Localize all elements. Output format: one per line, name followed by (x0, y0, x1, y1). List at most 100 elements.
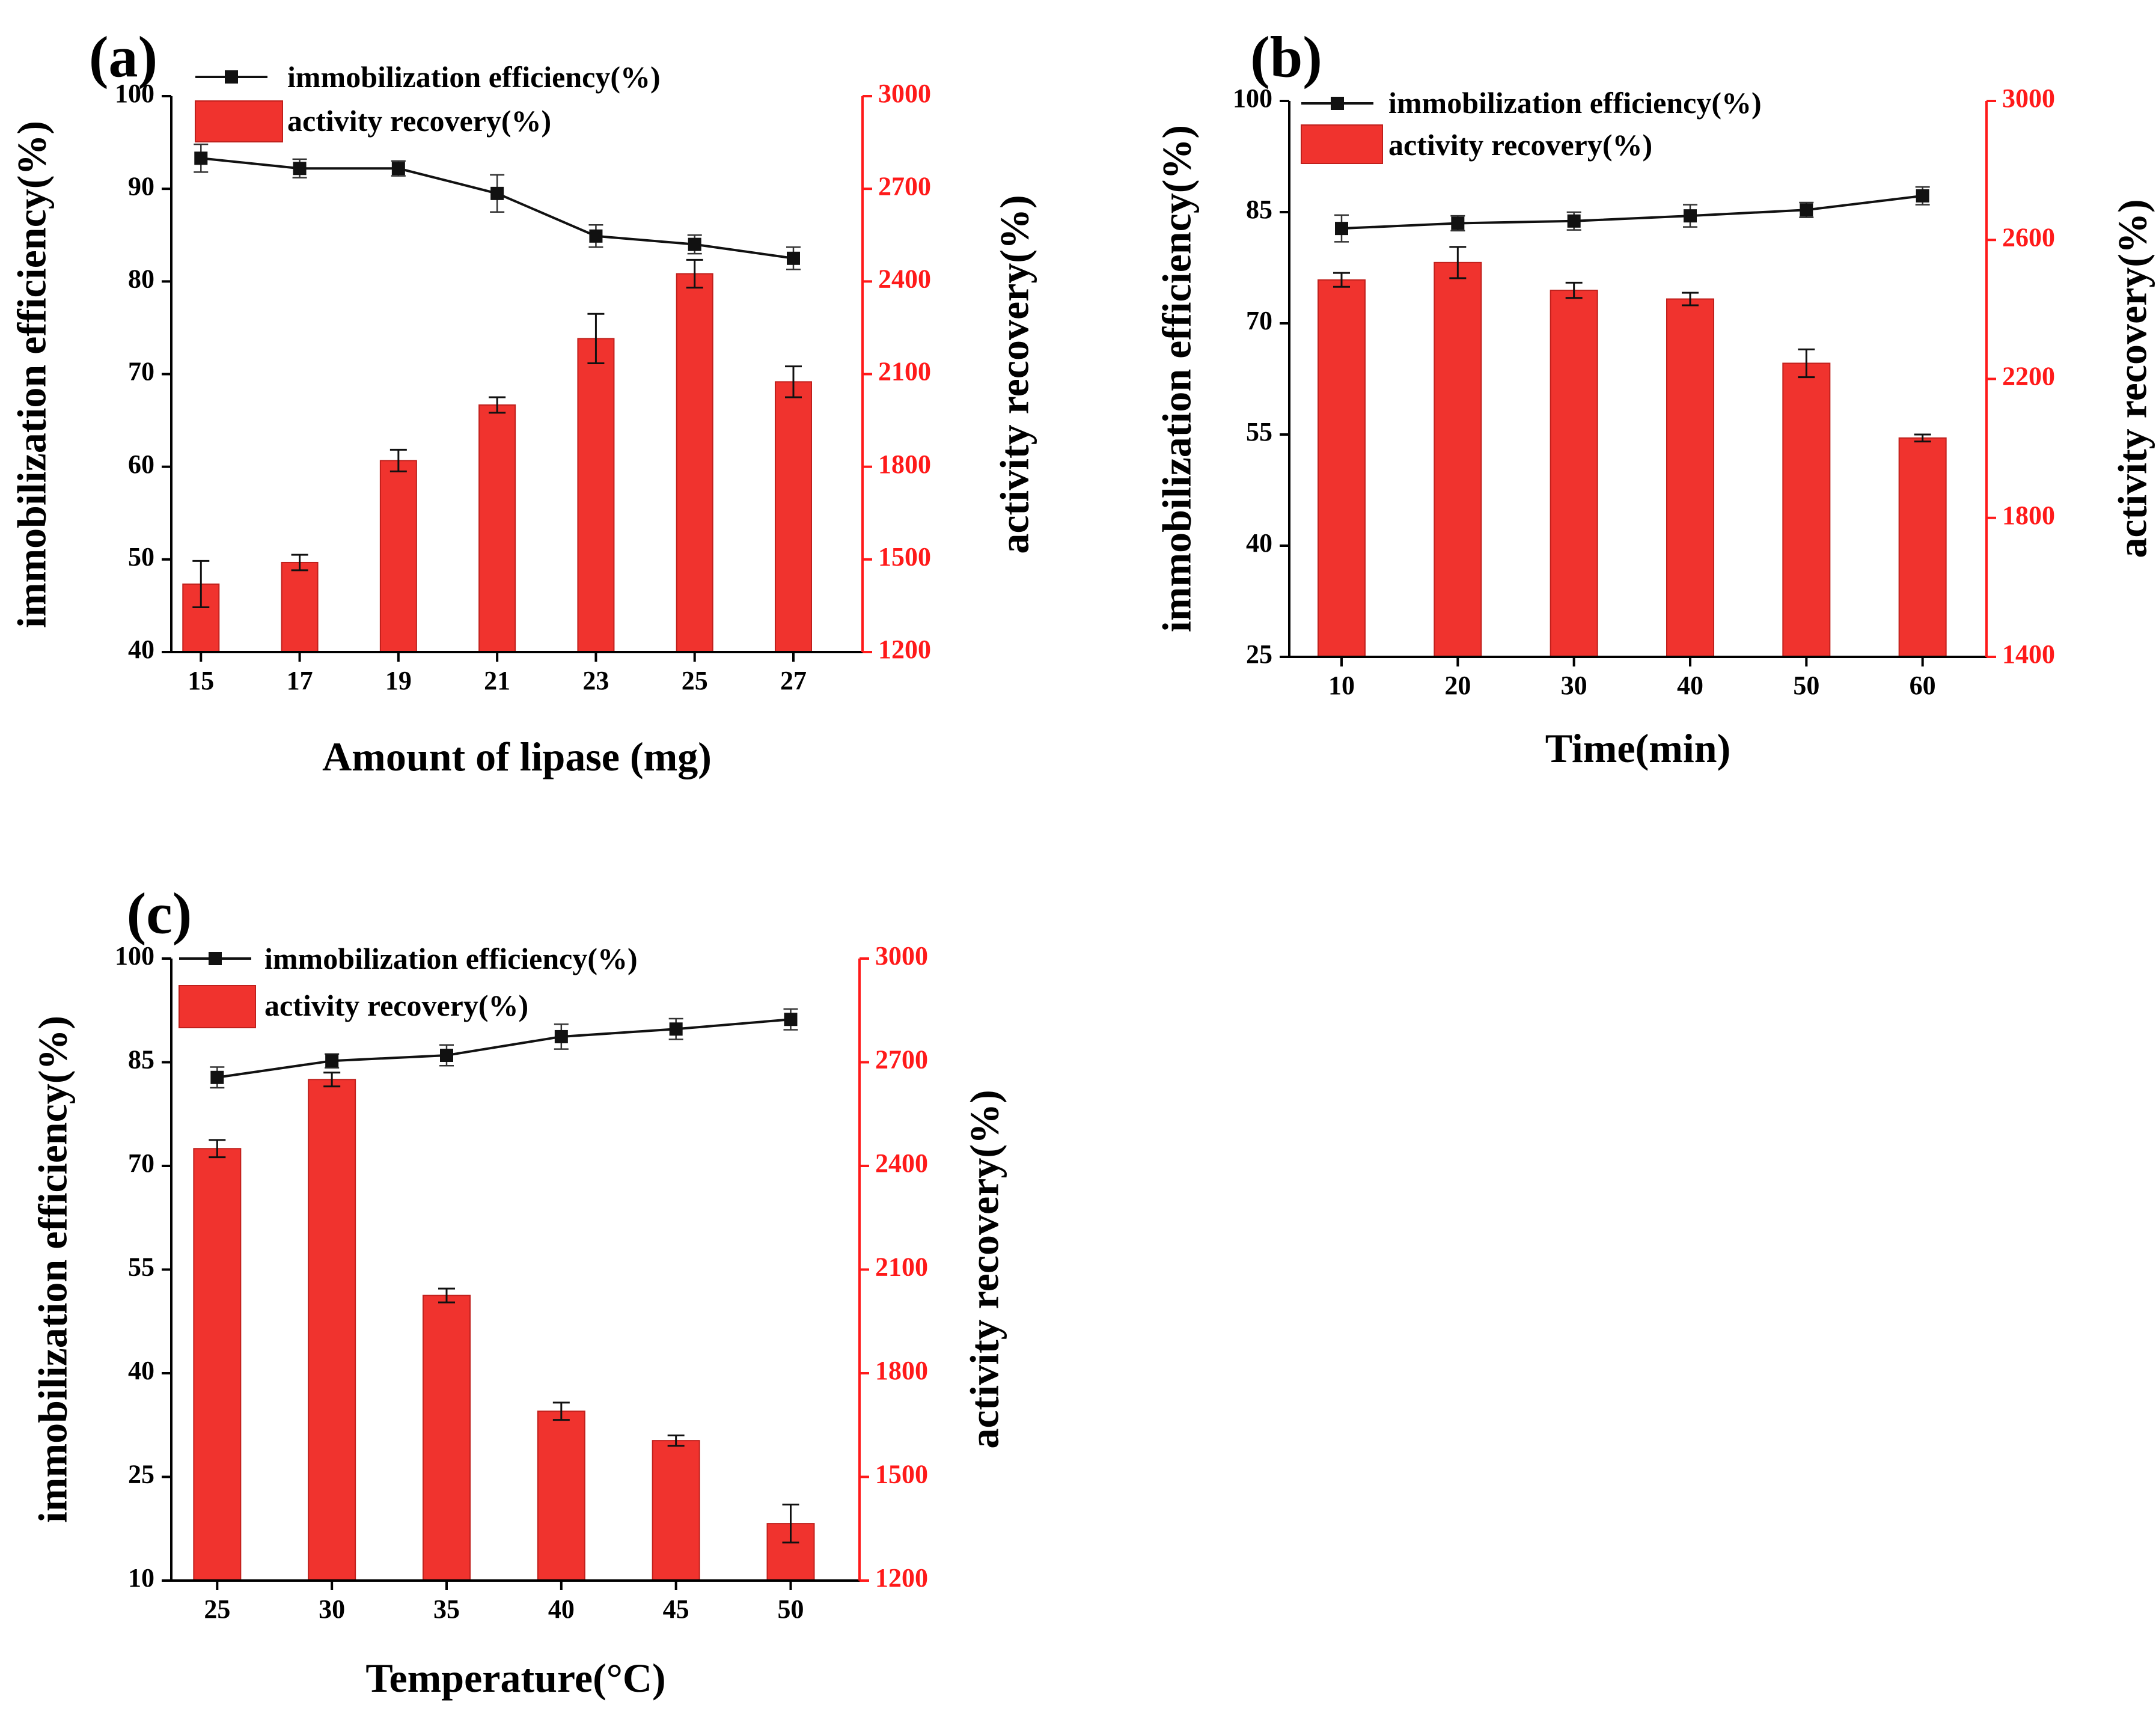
left-tick-label: 50 (128, 542, 154, 572)
bar (478, 404, 516, 653)
bar (577, 338, 615, 653)
left-tick-label: 70 (128, 357, 154, 386)
right-tick-label: 1800 (875, 1356, 928, 1385)
legend-label-activity: activity recovery(%) (1388, 128, 1652, 162)
left-axis-title: immobilization efficiency(%) (30, 1016, 76, 1523)
efficiency-line (1341, 194, 1923, 230)
x-tick-label: 50 (778, 1594, 804, 1624)
left-tick-label: 70 (128, 1148, 154, 1178)
x-tick-label: 35 (433, 1594, 460, 1624)
right-tick-label: 1200 (875, 1563, 928, 1593)
x-tick-label: 45 (663, 1594, 689, 1624)
bar (308, 1079, 356, 1581)
right-tick-label: 3000 (2002, 84, 2055, 113)
x-tick-label: 30 (1561, 671, 1587, 700)
efficiency-point (490, 186, 504, 200)
legend-label-efficiency: immobilization efficiency(%) (264, 942, 638, 975)
bar (1550, 290, 1598, 657)
x-tick-label: 15 (188, 666, 214, 695)
x-tick-label: 50 (1793, 671, 1819, 700)
right-tick-label: 2100 (878, 357, 931, 386)
legend-bar-swatch (195, 100, 283, 142)
left-tick-label: 60 (128, 450, 154, 479)
x-tick-label: 25 (682, 666, 708, 695)
left-tick-label: 40 (128, 1356, 154, 1385)
panel-label: (c) (127, 881, 192, 946)
left-tick-label: 85 (128, 1045, 154, 1075)
efficiency-point (1335, 222, 1348, 236)
efficiency-point (440, 1049, 453, 1062)
right-tick-label: 1400 (2002, 639, 2055, 669)
right-tick-label: 2700 (878, 171, 931, 201)
left-tick-label: 100 (1233, 84, 1272, 113)
efficiency-point (1451, 216, 1465, 230)
efficiency-point (1800, 203, 1813, 217)
efficiency-point (293, 162, 307, 175)
bar (1666, 298, 1714, 657)
bar (1434, 261, 1482, 657)
x-tick-label: 10 (1328, 671, 1355, 700)
left-tick-label: 70 (1246, 306, 1272, 335)
right-tick-label: 1800 (878, 450, 931, 479)
legend-label-efficiency: immobilization efficiency(%) (1388, 86, 1762, 120)
x-tick-label: 23 (582, 666, 609, 695)
bar (193, 1148, 242, 1581)
right-axis-title: activity recovery(%) (962, 1090, 1007, 1448)
left-tick-label: 55 (128, 1252, 154, 1282)
efficiency-point (210, 1070, 224, 1084)
x-tick-label: 60 (1910, 671, 1936, 700)
x-tick-label: 19 (385, 666, 412, 695)
efficiency-point (391, 162, 405, 175)
x-tick-label: 20 (1444, 671, 1471, 700)
right-tick-label: 2600 (2002, 222, 2055, 252)
bar (423, 1295, 471, 1581)
left-tick-label: 40 (128, 635, 154, 664)
efficiency-point (688, 237, 701, 251)
right-tick-label: 2100 (875, 1252, 928, 1282)
x-axis-title: Amount of lipase (mg) (322, 734, 712, 779)
right-tick-label: 3000 (878, 79, 931, 108)
legend-label-activity: activity recovery(%) (264, 989, 528, 1022)
bar (652, 1440, 700, 1581)
efficiency-point (1684, 209, 1697, 223)
left-tick-label: 55 (1246, 417, 1272, 447)
efficiency-line (217, 1018, 791, 1079)
efficiency-point (784, 1013, 798, 1026)
legend-marker (1331, 97, 1344, 110)
panel-label: (b) (1250, 25, 1322, 90)
bar (379, 460, 417, 653)
legend-bar-swatch (1301, 124, 1383, 164)
efficiency-point (669, 1022, 683, 1036)
left-tick-label: 100 (115, 941, 154, 971)
efficiency-point (787, 251, 800, 265)
left-tick-label: 85 (1246, 195, 1272, 224)
x-axis-title: Time(min) (1545, 725, 1731, 771)
right-tick-label: 2400 (875, 1148, 928, 1178)
bar (775, 381, 812, 653)
x-tick-label: 27 (780, 666, 807, 695)
right-axis-title: activity recovery(%) (2110, 199, 2155, 558)
bar (676, 273, 713, 653)
legend-bar-swatch (179, 985, 256, 1028)
right-tick-label: 2700 (875, 1045, 928, 1075)
bar (1898, 437, 1947, 657)
right-tick-label: 1500 (875, 1460, 928, 1489)
x-tick-label: 40 (548, 1594, 575, 1624)
efficiency-point (554, 1029, 568, 1043)
left-tick-label: 10 (128, 1563, 154, 1593)
left-tick-label: 25 (128, 1460, 154, 1489)
right-tick-label: 2200 (2002, 362, 2055, 391)
legend-label-efficiency: immobilization efficiency(%) (287, 60, 661, 94)
left-tick-label: 40 (1246, 528, 1272, 558)
x-axis-title: Temperature(°C) (365, 1655, 665, 1701)
bar (537, 1410, 585, 1581)
x-tick-label: 25 (204, 1594, 230, 1624)
left-axis-title: immobilization efficiency(%) (9, 121, 55, 628)
left-axis-title: immobilization efficiency(%) (1154, 125, 1200, 632)
chart-panel-b: (b) 25 40 55 70 85 100 1400 1800 2200 2600 3000 10 20… (1154, 25, 2155, 771)
bar (1782, 362, 1831, 657)
efficiency-point (194, 151, 208, 165)
legend-marker (209, 952, 222, 965)
legend-label-activity: activity recovery(%) (287, 104, 551, 138)
